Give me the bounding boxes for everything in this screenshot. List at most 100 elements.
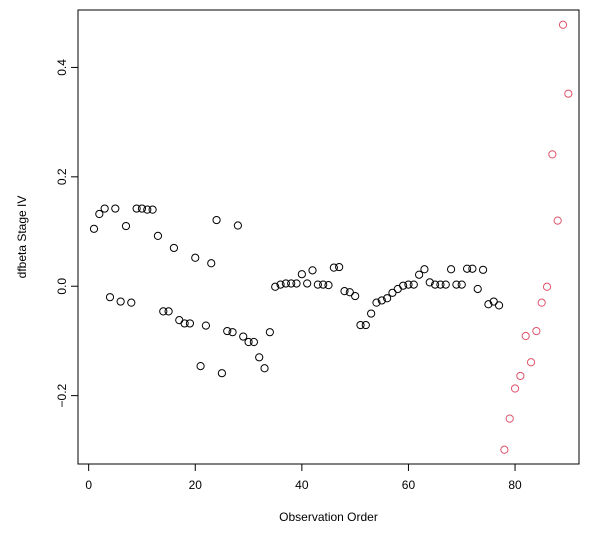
data-point: [505, 414, 514, 423]
data-point: [462, 264, 472, 273]
data-point: [356, 320, 365, 330]
data-point: [404, 280, 413, 289]
data-point: [473, 284, 482, 294]
data-point: [324, 281, 333, 290]
data-point: [137, 204, 147, 213]
data-point: [521, 331, 530, 341]
data-point: [287, 279, 296, 288]
data-point: [351, 291, 360, 301]
data-point: [265, 328, 274, 337]
data-point: [169, 243, 179, 253]
data-point: [340, 287, 349, 296]
y-tick-label: −0.2: [55, 383, 69, 407]
data-point: [153, 231, 163, 241]
data-point: [89, 224, 99, 233]
data-point: [255, 353, 264, 362]
y-axis: −0.2 0.0 0.2 0.4: [55, 59, 78, 407]
data-point: [553, 216, 562, 225]
x-axis: 0 20 40 60 80: [85, 464, 522, 492]
data-point: [494, 301, 504, 310]
data-points: [89, 20, 573, 454]
data-point: [558, 20, 568, 29]
data-point: [335, 262, 344, 272]
data-point: [457, 280, 466, 289]
y-tick-label: 0.4: [55, 59, 69, 76]
data-point: [260, 364, 269, 373]
data-point: [313, 280, 322, 289]
data-point: [303, 279, 312, 288]
data-point: [180, 319, 189, 328]
data-point: [399, 281, 408, 290]
data-point: [393, 284, 402, 294]
data-point: [372, 298, 381, 307]
data-point: [196, 361, 205, 371]
data-point: [217, 369, 227, 378]
data-point: [430, 280, 440, 289]
data-point: [175, 316, 184, 325]
data-point: [292, 279, 301, 288]
data-point: [510, 384, 520, 393]
data-point: [478, 265, 488, 274]
data-point: [201, 321, 211, 330]
data-point: [281, 279, 290, 288]
data-point: [446, 265, 456, 274]
data-point: [367, 309, 376, 318]
data-point: [249, 337, 258, 347]
data-point: [207, 259, 216, 268]
data-point: [329, 263, 338, 272]
data-point: [233, 221, 242, 230]
data-point: [143, 205, 152, 214]
data-point: [441, 280, 450, 289]
plot-frame: [77, 9, 580, 465]
data-point: [127, 298, 136, 307]
data-point: [468, 264, 477, 273]
data-point: [191, 253, 200, 262]
data-point: [239, 332, 248, 341]
data-point: [212, 215, 221, 225]
data-point: [345, 288, 354, 297]
data-point: [164, 307, 173, 316]
x-tick-label: 60: [402, 478, 416, 492]
data-point: [542, 282, 552, 291]
x-tick-label: 0: [85, 478, 92, 492]
x-tick-label: 20: [189, 478, 203, 492]
data-point: [425, 278, 434, 287]
data-point: [489, 297, 498, 306]
data-point: [228, 328, 237, 337]
data-point: [185, 319, 195, 328]
data-point: [500, 445, 509, 454]
data-point: [388, 288, 397, 297]
data-point: [111, 204, 120, 213]
data-point: [361, 320, 370, 330]
data-point: [548, 150, 557, 159]
data-point: [484, 300, 493, 309]
data-point: [377, 296, 386, 305]
data-point: [223, 326, 232, 336]
data-point: [105, 293, 115, 302]
x-axis-label: Observation Order: [279, 510, 378, 524]
data-point: [564, 89, 573, 98]
data-point: [526, 358, 536, 367]
data-point: [409, 280, 418, 289]
data-point: [516, 371, 525, 381]
data-point: [415, 270, 424, 279]
y-tick-label: 0.2: [55, 168, 69, 185]
data-point: [244, 337, 253, 347]
y-tick-label: 0.0: [55, 278, 69, 295]
data-point: [308, 266, 317, 275]
data-point: [420, 265, 429, 274]
data-point: [148, 205, 157, 214]
data-point: [271, 282, 280, 291]
data-point: [276, 280, 285, 289]
data-point: [100, 204, 109, 213]
data-point: [537, 298, 546, 307]
data-point: [95, 209, 104, 219]
data-point: [532, 326, 541, 336]
data-point: [319, 280, 328, 289]
data-point: [121, 221, 131, 231]
y-axis-label: dfbeta Stage IV: [15, 196, 29, 279]
data-point: [436, 280, 445, 289]
data-point: [159, 307, 168, 316]
